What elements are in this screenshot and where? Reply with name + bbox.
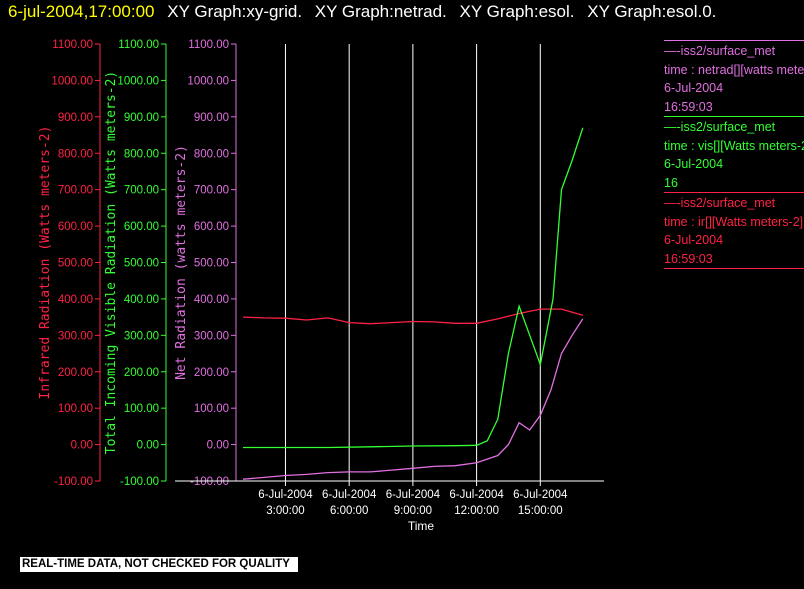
legend-source: —-iss2/surface_met <box>664 120 776 134</box>
legend: —-iss2/surface_met time : netrad[][watts… <box>664 40 804 269</box>
legend-date: 6-Jul-2004 <box>664 81 724 95</box>
x-tick-label-time: 3:00:00 <box>266 505 304 517</box>
y-tick-label: 300.00 <box>58 330 93 342</box>
legend-source: —-iss2/surface_met <box>664 196 776 210</box>
legend-entry-netrad: —-iss2/surface_met time : netrad[][watts… <box>664 40 804 116</box>
y-axis-label: Total Incoming Visible Radiation (Watts … <box>104 71 119 455</box>
legend-time: 16:59:03 <box>664 99 713 114</box>
y-tick-label: 300.00 <box>124 330 159 342</box>
x-tick-label-date: 6-Jul-2004 <box>258 489 313 501</box>
y-tick-label: -100.00 <box>120 476 159 488</box>
series-line-infrared <box>242 308 583 325</box>
legend-source: —-iss2/surface_met <box>664 44 776 58</box>
y-tick-label: 100.00 <box>124 403 159 415</box>
y-tick-label: 0.00 <box>207 440 229 452</box>
graph-title-2: XY Graph:netrad. <box>314 2 447 21</box>
legend-time: 16 <box>664 175 678 190</box>
y-tick-label: 500.00 <box>58 258 93 270</box>
y-tick-label: -100.00 <box>190 476 229 488</box>
y-tick-label: 900.00 <box>124 112 159 124</box>
timestamp: 6-jul-2004,17:00:00 <box>8 2 155 21</box>
y-tick-label: 200.00 <box>124 367 159 379</box>
y-tick-label: 0.00 <box>137 440 159 452</box>
y-tick-label: 600.00 <box>58 221 93 233</box>
series-line-net <box>242 318 584 480</box>
y-tick-label: 1000.00 <box>51 75 93 87</box>
y-tick-label: 300.00 <box>194 330 229 342</box>
y-tick-label: 200.00 <box>194 367 229 379</box>
y-tick-label: 500.00 <box>194 258 229 270</box>
x-tick-label-time: 12:00:00 <box>454 505 499 517</box>
legend-date: 6-Jul-2004 <box>664 233 724 247</box>
y-tick-label: 700.00 <box>124 185 159 197</box>
y-tick-label: 100.00 <box>194 403 229 415</box>
y-tick-label: 1100.00 <box>52 39 93 51</box>
graph-title-1: XY Graph:xy-grid. <box>167 2 303 21</box>
y-axis-label: Net Radiation (watts meters-2) <box>174 145 189 380</box>
y-tick-label: 200.00 <box>58 367 93 379</box>
legend-time: 16:59:03 <box>664 251 713 266</box>
x-tick-label-date: 6-Jul-2004 <box>386 489 441 501</box>
y-tick-label: 100.00 <box>58 403 93 415</box>
y-tick-label: 600.00 <box>194 221 229 233</box>
y-tick-label: 500.00 <box>124 258 159 270</box>
x-tick-label-time: 15:00:00 <box>518 505 563 517</box>
y-tick-label: 1100.00 <box>188 39 229 51</box>
y-tick-label: 700.00 <box>58 185 93 197</box>
y-tick-label: 0.00 <box>71 440 93 452</box>
quality-disclaimer: REAL-TIME DATA, NOT CHECKED FOR QUALITY <box>20 557 298 572</box>
legend-date: 6-Jul-2004 <box>664 157 724 171</box>
y-tick-label: 800.00 <box>124 148 159 160</box>
x-tick-label-time: 6:00:00 <box>330 505 368 517</box>
y-tick-label: 1000.00 <box>187 75 229 87</box>
y-tick-label: -100.00 <box>54 476 93 488</box>
y-tick-label: 700.00 <box>194 185 229 197</box>
graph-title-4: XY Graph:esol.0. <box>587 2 717 21</box>
legend-variable: time : vis[][Watts meters-2] <box>664 138 804 153</box>
y-tick-label: 400.00 <box>58 294 93 306</box>
x-tick-label-time: 9:00:00 <box>394 505 432 517</box>
y-tick-label: 800.00 <box>58 148 93 160</box>
series-line-visible <box>243 127 584 449</box>
y-axis-label: Infrared Radiation (Watts meters-2) <box>38 126 53 400</box>
y-tick-label: 400.00 <box>194 294 229 306</box>
y-tick-label: 400.00 <box>124 294 159 306</box>
y-tick-label: 900.00 <box>58 112 93 124</box>
x-axis-label: Time <box>408 519 435 533</box>
x-tick-label-date: 6-Jul-2004 <box>322 489 377 501</box>
y-tick-label: 600.00 <box>124 221 159 233</box>
y-tick-label: 900.00 <box>194 112 229 124</box>
legend-variable: time : ir[][Watts meters-2] <box>664 214 804 229</box>
legend-entry-ir: —-iss2/surface_met time : ir[][Watts met… <box>664 192 804 268</box>
legend-end-rule <box>664 268 804 269</box>
legend-variable: time : netrad[][watts meters-2] <box>664 62 804 77</box>
y-tick-label: 1000.00 <box>117 75 159 87</box>
legend-entry-vis: —-iss2/surface_met time : vis[][Watts me… <box>664 116 804 192</box>
graph-title-3: XY Graph:esol. <box>459 2 575 21</box>
y-tick-label: 1100.00 <box>118 39 159 51</box>
x-tick-label-date: 6-Jul-2004 <box>513 489 568 501</box>
y-tick-label: 800.00 <box>194 148 229 160</box>
header-bar: 6-jul-2004,17:00:00 XY Graph:xy-grid. XY… <box>0 0 804 27</box>
x-tick-label-date: 6-Jul-2004 <box>449 489 504 501</box>
